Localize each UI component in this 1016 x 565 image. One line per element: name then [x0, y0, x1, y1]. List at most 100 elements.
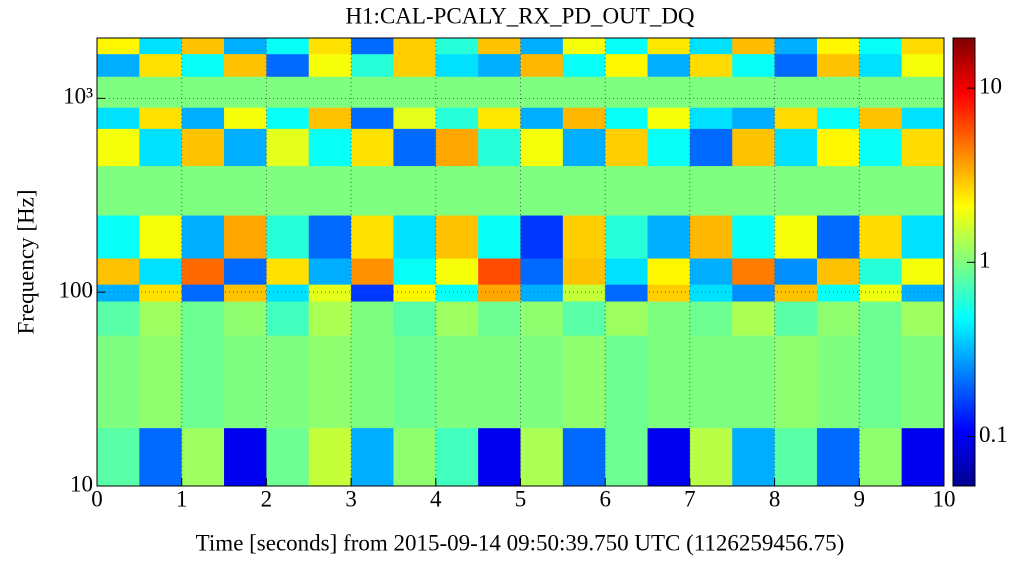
cell [393, 335, 437, 429]
cell [478, 76, 521, 108]
cell [181, 53, 225, 77]
cell [224, 335, 267, 429]
cell [97, 107, 140, 129]
cell [139, 335, 183, 429]
cell [351, 38, 394, 55]
cell [689, 215, 733, 259]
cell [859, 335, 903, 429]
cell [351, 284, 394, 302]
cell [224, 258, 267, 285]
cell [308, 335, 352, 429]
cell [351, 76, 394, 108]
cell [478, 215, 521, 259]
cell [689, 38, 733, 55]
x-tick-label: 6 [599, 486, 611, 511]
cell [605, 76, 649, 108]
plot-frame [96, 37, 945, 487]
y-axis-label: Frequency [Hz] [13, 190, 38, 335]
cell [774, 53, 818, 77]
cell [435, 215, 479, 259]
cell [605, 427, 649, 487]
y-tick-label: 10³ [63, 84, 93, 109]
cell [478, 107, 521, 129]
cell [97, 53, 140, 77]
cell [520, 107, 564, 129]
cell [520, 301, 564, 336]
cell [816, 128, 860, 167]
cell [393, 128, 437, 167]
cell [351, 215, 394, 259]
cell [901, 107, 945, 129]
cell [181, 427, 225, 487]
cell [97, 38, 140, 55]
cell [181, 215, 225, 259]
cell [266, 215, 310, 259]
cell [520, 53, 564, 77]
cell [816, 335, 860, 429]
y-tick-label: 10 [70, 471, 93, 496]
cell [224, 128, 267, 167]
cell [732, 284, 776, 302]
cell [562, 258, 606, 285]
cell [562, 53, 606, 77]
cell [435, 284, 479, 302]
cell [859, 165, 903, 216]
cell [774, 284, 818, 302]
cell [732, 215, 776, 259]
cell [816, 427, 860, 487]
cell [732, 107, 776, 129]
cell [774, 258, 818, 285]
cell [605, 215, 649, 259]
cell [139, 215, 183, 259]
cell [859, 301, 903, 336]
cell [647, 258, 691, 285]
cell [224, 53, 267, 77]
cell [308, 427, 352, 487]
cell [351, 107, 394, 129]
cell [732, 165, 776, 216]
cell [393, 76, 437, 108]
cell [181, 258, 225, 285]
cell [266, 38, 310, 55]
cell [732, 128, 776, 167]
cell [478, 128, 521, 167]
cell [901, 284, 945, 302]
cell [774, 215, 818, 259]
cell [308, 128, 352, 167]
cell [393, 107, 437, 129]
cell [520, 215, 564, 259]
cell [647, 38, 691, 55]
cell [647, 215, 691, 259]
cell [605, 165, 649, 216]
cell [605, 284, 649, 302]
cell [139, 427, 183, 487]
cell [435, 427, 479, 487]
cell [478, 284, 521, 302]
cell [901, 76, 945, 108]
cell [816, 165, 860, 216]
cell [224, 301, 267, 336]
cell [351, 165, 394, 216]
cell [224, 215, 267, 259]
x-tick-label: 5 [515, 486, 527, 511]
cell [308, 301, 352, 336]
cell [181, 107, 225, 129]
cell [901, 165, 945, 216]
cell [605, 301, 649, 336]
cell [393, 427, 437, 487]
x-tick-label: 7 [684, 486, 696, 511]
cell [97, 427, 140, 487]
cell [97, 165, 140, 216]
cell [859, 107, 903, 129]
cell [520, 38, 564, 55]
cell [901, 128, 945, 167]
cell [351, 427, 394, 487]
cell [647, 335, 691, 429]
cell [97, 215, 140, 259]
cell [605, 38, 649, 55]
cell [308, 76, 352, 108]
cell [605, 258, 649, 285]
cell [901, 53, 945, 77]
cell [393, 284, 437, 302]
cell [859, 76, 903, 108]
